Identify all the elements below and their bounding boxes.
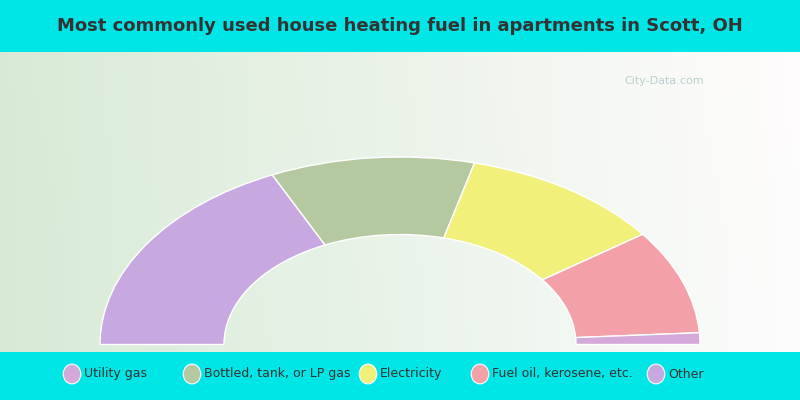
Text: Electricity: Electricity xyxy=(380,368,442,380)
Ellipse shape xyxy=(471,364,489,384)
Text: Bottled, tank, or LP gas: Bottled, tank, or LP gas xyxy=(204,368,350,380)
Text: Most commonly used house heating fuel in apartments in Scott, OH: Most commonly used house heating fuel in… xyxy=(57,17,743,35)
Ellipse shape xyxy=(63,364,81,384)
Text: Fuel oil, kerosene, etc.: Fuel oil, kerosene, etc. xyxy=(492,368,633,380)
Wedge shape xyxy=(444,163,642,280)
Text: Other: Other xyxy=(668,368,703,380)
Wedge shape xyxy=(100,175,325,344)
Wedge shape xyxy=(576,333,700,344)
Ellipse shape xyxy=(647,364,665,384)
Wedge shape xyxy=(272,157,474,245)
Ellipse shape xyxy=(183,364,201,384)
Text: Utility gas: Utility gas xyxy=(84,368,147,380)
Text: City-Data.com: City-Data.com xyxy=(624,76,704,86)
Ellipse shape xyxy=(359,364,377,384)
Wedge shape xyxy=(542,234,699,338)
